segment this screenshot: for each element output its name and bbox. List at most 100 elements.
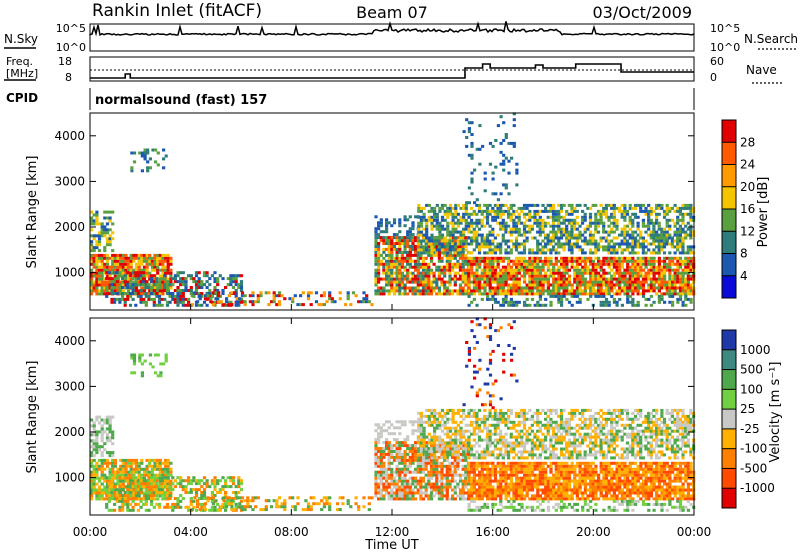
scatter-cell [121,506,124,509]
scatter-cell [150,476,153,479]
scatter-cell [406,275,409,278]
scatter-cell [470,157,473,160]
scatter-cell [414,486,417,489]
scatter-cell [318,502,321,505]
scatter-cell [589,213,592,216]
scatter-cell [684,304,687,307]
scatter-cell [380,254,383,257]
scatter-cell [478,228,481,231]
scatter-cell [491,207,494,210]
scatter-cell [141,169,144,172]
scatter-cell [435,284,438,287]
scatter-cell [446,287,449,290]
scatter-cell [528,210,531,213]
scatter-cell [427,263,430,266]
scatter-cell [411,224,414,227]
scatter-cell [597,243,600,246]
scatter-cell [473,201,476,204]
scatter-cell [145,280,148,283]
scatter-cell [427,266,430,269]
scatter-cell [411,227,414,230]
scatter-cell [222,499,225,502]
scatter-cell [182,301,185,304]
scatter-cell [238,502,241,505]
scatter-cell [382,450,385,453]
scatter-cell [101,260,104,263]
scatter-cell [244,300,247,303]
scatter-cell [571,287,574,290]
scatter-cell [576,295,579,298]
scatter-cell [232,479,235,482]
scatter-cell [563,245,566,248]
scatter-cell [520,210,523,213]
scatter-cell [544,245,547,248]
scatter-cell [158,491,161,494]
scatter-cell [663,216,666,219]
scatter-cell [647,204,650,207]
scatter-cell [690,298,693,301]
scatter-cell [193,291,196,294]
scatter-cell [244,303,247,306]
scatter-cell [425,228,428,231]
scatter-cell [158,286,161,289]
scatter-cell [423,207,426,210]
scatter-cell [666,222,669,225]
scatter-cell [232,286,235,289]
scatter-cell [278,300,281,303]
scatter-cell [440,260,443,263]
scatter-cell [671,304,674,307]
scatter-cell [539,298,542,301]
scatter-cell [390,284,393,287]
scatter-cell [452,219,455,222]
scatter-cell [613,275,616,278]
scatter-cell [539,295,542,298]
scatter-cell [409,230,412,233]
scatter-cell [452,225,455,228]
scatter-cell [171,482,174,485]
scatter-cell [404,474,407,477]
scatter-cell [124,468,127,471]
scatter-cell [116,277,119,280]
scatter-cell [200,485,203,488]
scatter-cell [385,224,388,227]
scatter-cell [528,213,531,216]
scatter-cell [93,454,96,457]
scatter-cell [404,456,407,459]
scatter-cell [425,257,428,260]
scatter-cell [111,468,114,471]
scatter-cell [159,465,162,468]
scatter-cell [122,289,125,292]
scatter-cell [579,298,582,301]
scatter-cell [224,509,227,512]
scatter-cell [441,225,444,228]
scatter-cell [676,301,679,304]
scatter-cell [544,272,547,275]
scatter-cell [639,272,642,275]
scatter-cell [618,269,621,272]
scatter-cell [555,263,558,266]
scatter-cell [433,275,436,278]
scatter-cell [95,471,98,474]
scatter-cell [132,277,135,280]
scatter-cell [510,234,513,237]
scatter-cell [507,245,510,248]
scatter-cell [302,291,305,294]
scatter-cell [658,222,661,225]
scatter-cell [608,266,611,269]
scatter-cell [382,497,385,500]
scatter-cell [169,263,172,266]
scatter-cell [440,278,443,281]
scatter-cell [504,204,507,207]
scatter-cell [158,295,161,298]
scatter-cell [106,260,109,263]
scatter-cell [544,298,547,301]
scatter-cell [457,204,460,207]
scatter-cell [142,485,145,488]
scatter-cell [157,152,160,155]
scatter-cell [478,281,481,284]
scatter-cell [169,301,172,304]
scatter-cell [374,215,377,218]
scatter-cell [605,213,608,216]
scatter-cell [113,283,116,286]
scatter-cell [377,251,380,254]
